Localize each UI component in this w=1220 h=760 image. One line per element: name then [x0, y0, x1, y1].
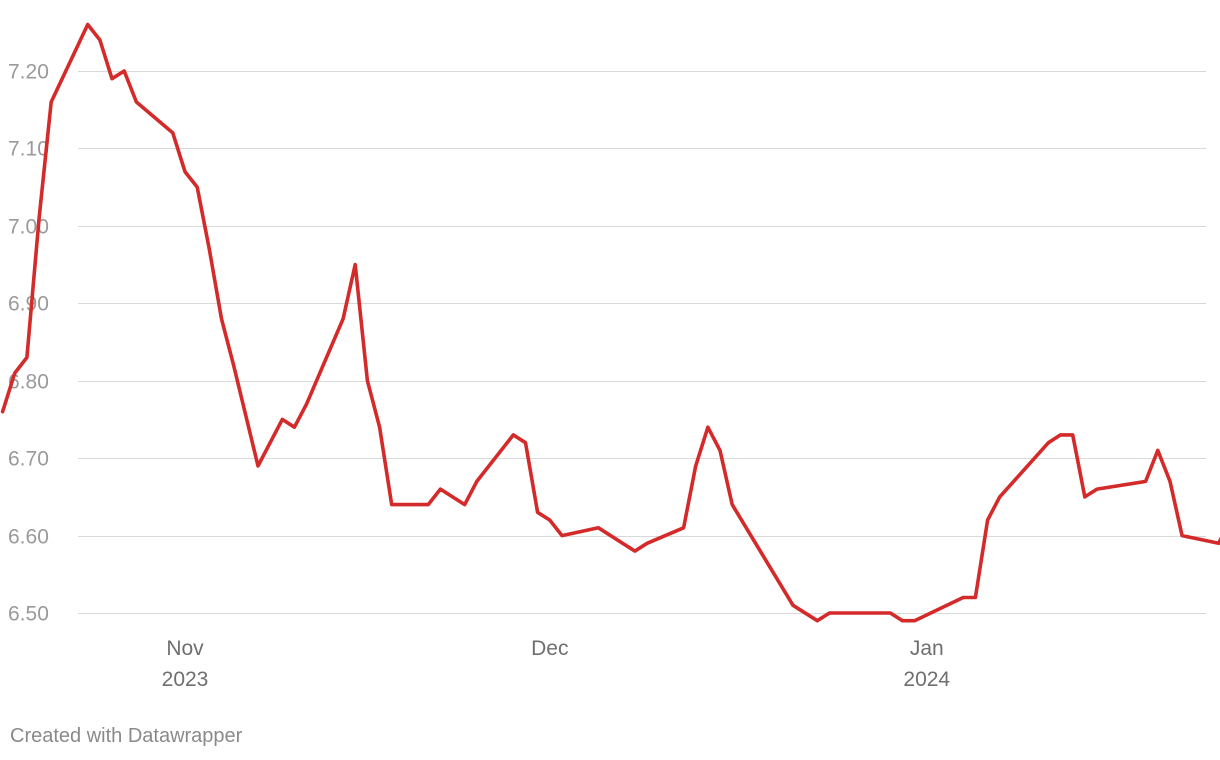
series-layer	[0, 22, 1220, 623]
x-tick-label: Jan	[910, 637, 944, 660]
y-tick-label: 7.20	[8, 61, 49, 84]
y-tick-label: 7.10	[8, 138, 49, 161]
x-tick-label: Nov	[166, 637, 204, 660]
x-tick-label: Dec	[531, 637, 568, 660]
y-tick-label: 6.90	[8, 293, 49, 316]
y-tick-label: 7.00	[8, 216, 49, 239]
gridlines	[78, 71, 1206, 614]
footer-credit: Created with Datawrapper	[10, 725, 243, 747]
x-axis-tick-labels: Nov2023DecJan2024FebMarApr	[162, 637, 951, 691]
y-tick-label: 6.50	[8, 603, 49, 626]
y-axis-tick-labels: 6.50 6.60 6.70 6.80 6.90 7.00 7.10 7.20	[8, 61, 49, 626]
y-tick-label: 6.60	[8, 526, 49, 549]
x-tick-year-label: 2023	[162, 668, 209, 691]
series-line-0	[0, 22, 1220, 623]
x-tick-year-label: 2024	[903, 668, 950, 691]
y-tick-label: 6.80	[8, 371, 49, 394]
y-tick-label: 6.70	[8, 448, 49, 471]
